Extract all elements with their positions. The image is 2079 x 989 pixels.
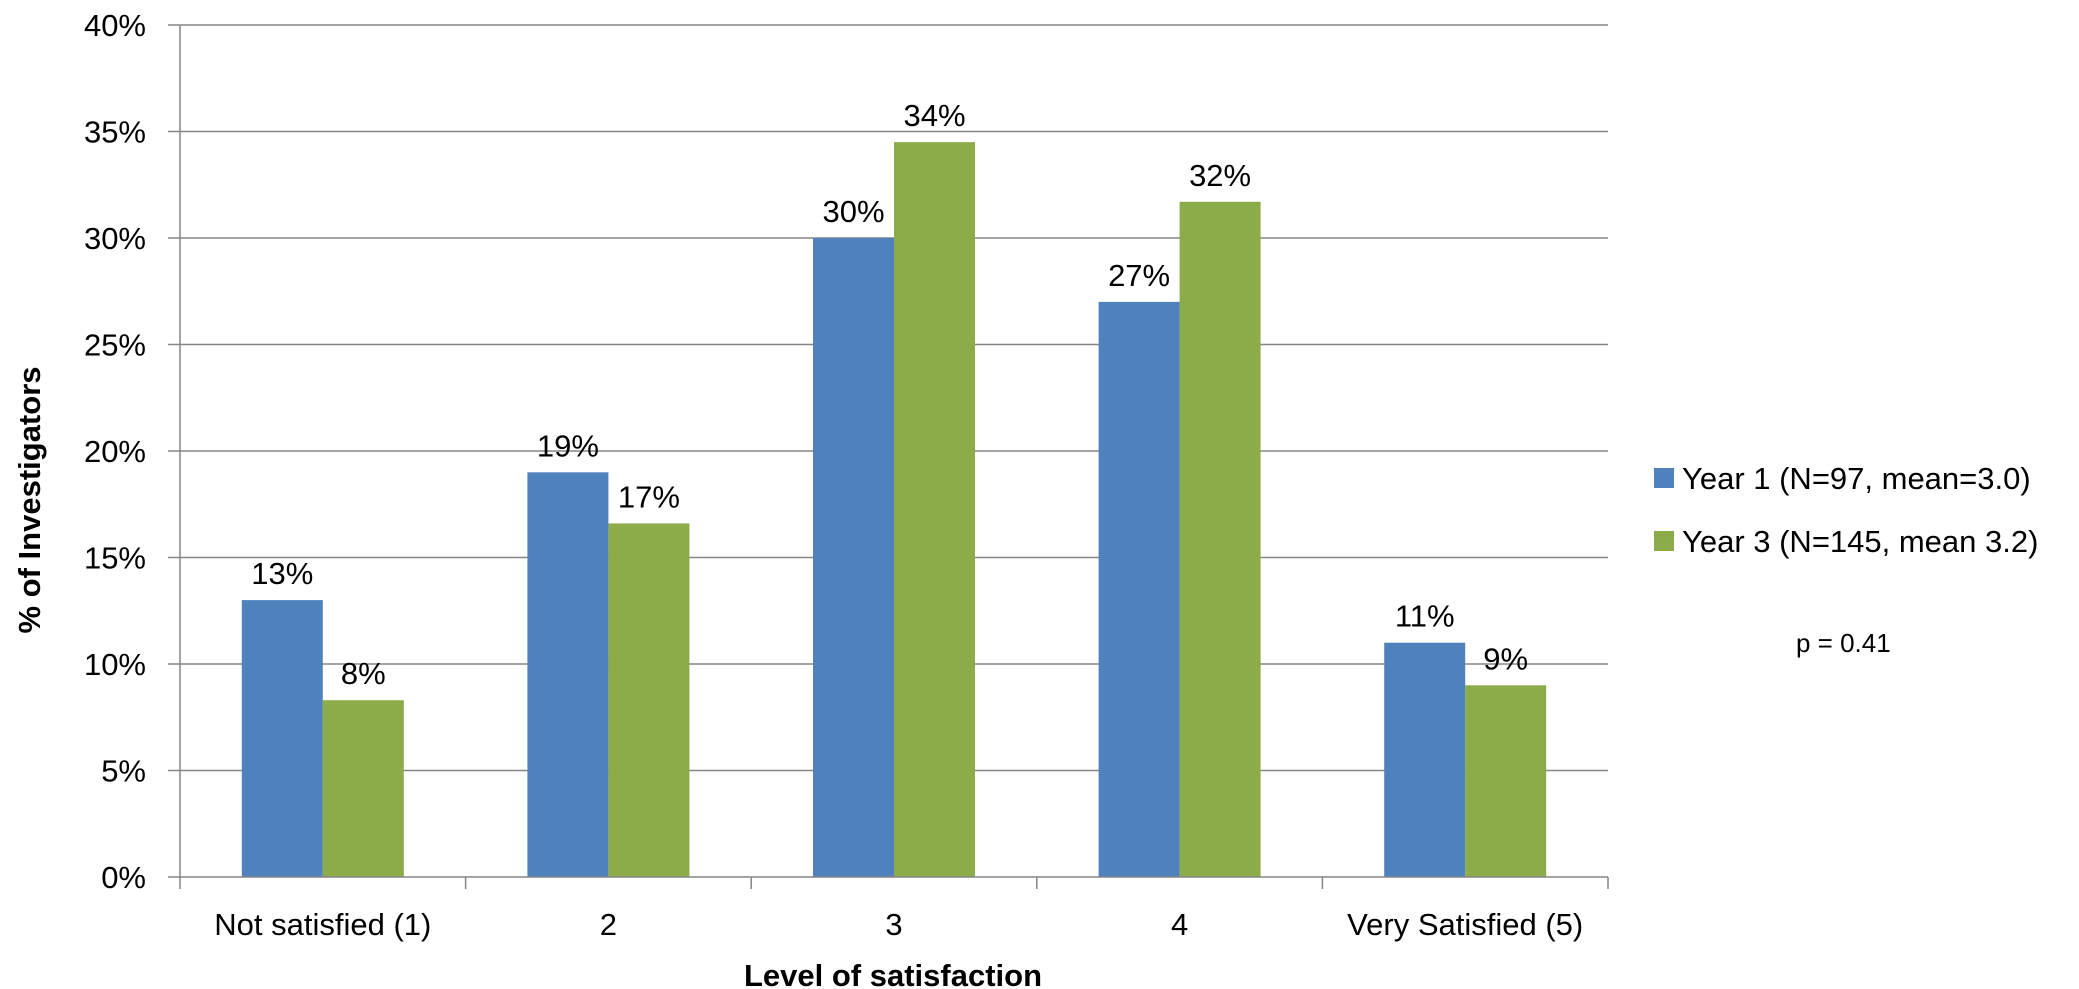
data-label-series-2: 8%	[341, 656, 386, 691]
legend-swatch-series-1	[1654, 468, 1674, 488]
y-tick-label: 35%	[84, 115, 146, 150]
x-tick-label: 2	[600, 907, 617, 942]
legend-swatch-series-2	[1654, 531, 1674, 551]
bars	[241, 142, 1547, 878]
y-tick-label: 15%	[84, 541, 146, 576]
y-tick-label: 20%	[84, 434, 146, 469]
legend-label-series-1: Year 1 (N=97, mean=3.0)	[1682, 461, 2031, 496]
y-tick-label: 25%	[84, 328, 146, 363]
x-tick-label: Very Satisfied (5)	[1347, 907, 1583, 942]
y-tick-label: 0%	[101, 860, 146, 895]
bar-series-1	[527, 472, 609, 877]
data-label-series-1: 11%	[1395, 599, 1455, 634]
bar-series-2	[322, 700, 404, 877]
data-label-series-2: 9%	[1483, 641, 1528, 676]
x-tick-label: Not satisfied (1)	[214, 907, 431, 942]
data-label-series-1: 27%	[1108, 258, 1170, 293]
data-label-series-2: 34%	[903, 98, 965, 133]
bar-series-2	[894, 142, 975, 877]
y-tick-label: 40%	[84, 8, 146, 43]
data-labels: 13% 19% 30% 27% 11% 8% 17% 34% 32% 9%	[251, 98, 1528, 691]
y-axis-title: % of Investigators	[12, 367, 47, 634]
bar-series-2	[1465, 685, 1547, 877]
x-tick-labels: Not satisfied (1) 2 3 4 Very Satisfied (5)	[214, 907, 1583, 942]
bar-series-1	[813, 238, 894, 877]
x-tick-label: 4	[1171, 907, 1188, 942]
bar-series-1	[241, 600, 323, 877]
x-axis-title: Level of satisfaction	[744, 958, 1042, 989]
y-tick-label: 5%	[101, 754, 146, 789]
data-label-series-1: 19%	[537, 428, 599, 463]
legend: Year 1 (N=97, mean=3.0) Year 3 (N=145, m…	[1654, 461, 2038, 559]
axes	[179, 25, 1609, 889]
legend-label-series-2: Year 3 (N=145, mean 3.2)	[1682, 524, 2038, 559]
bar-series-1	[1098, 301, 1180, 877]
data-label-series-1: 13%	[251, 556, 313, 591]
bar-series-2	[1179, 201, 1261, 878]
y-tick-label: 30%	[84, 221, 146, 256]
data-label-series-2: 17%	[618, 479, 680, 514]
p-value-annotation: p = 0.41	[1796, 628, 1891, 658]
x-tick-label: 3	[885, 907, 902, 942]
data-label-series-1: 30%	[822, 194, 884, 229]
data-label-series-2: 32%	[1189, 158, 1251, 193]
y-tick-labels: 0% 5% 10% 15% 20% 25% 30% 35% 40%	[84, 8, 146, 895]
bar-series-1	[1384, 642, 1466, 877]
y-tick-label: 10%	[84, 647, 146, 682]
bar-series-2	[608, 523, 690, 877]
